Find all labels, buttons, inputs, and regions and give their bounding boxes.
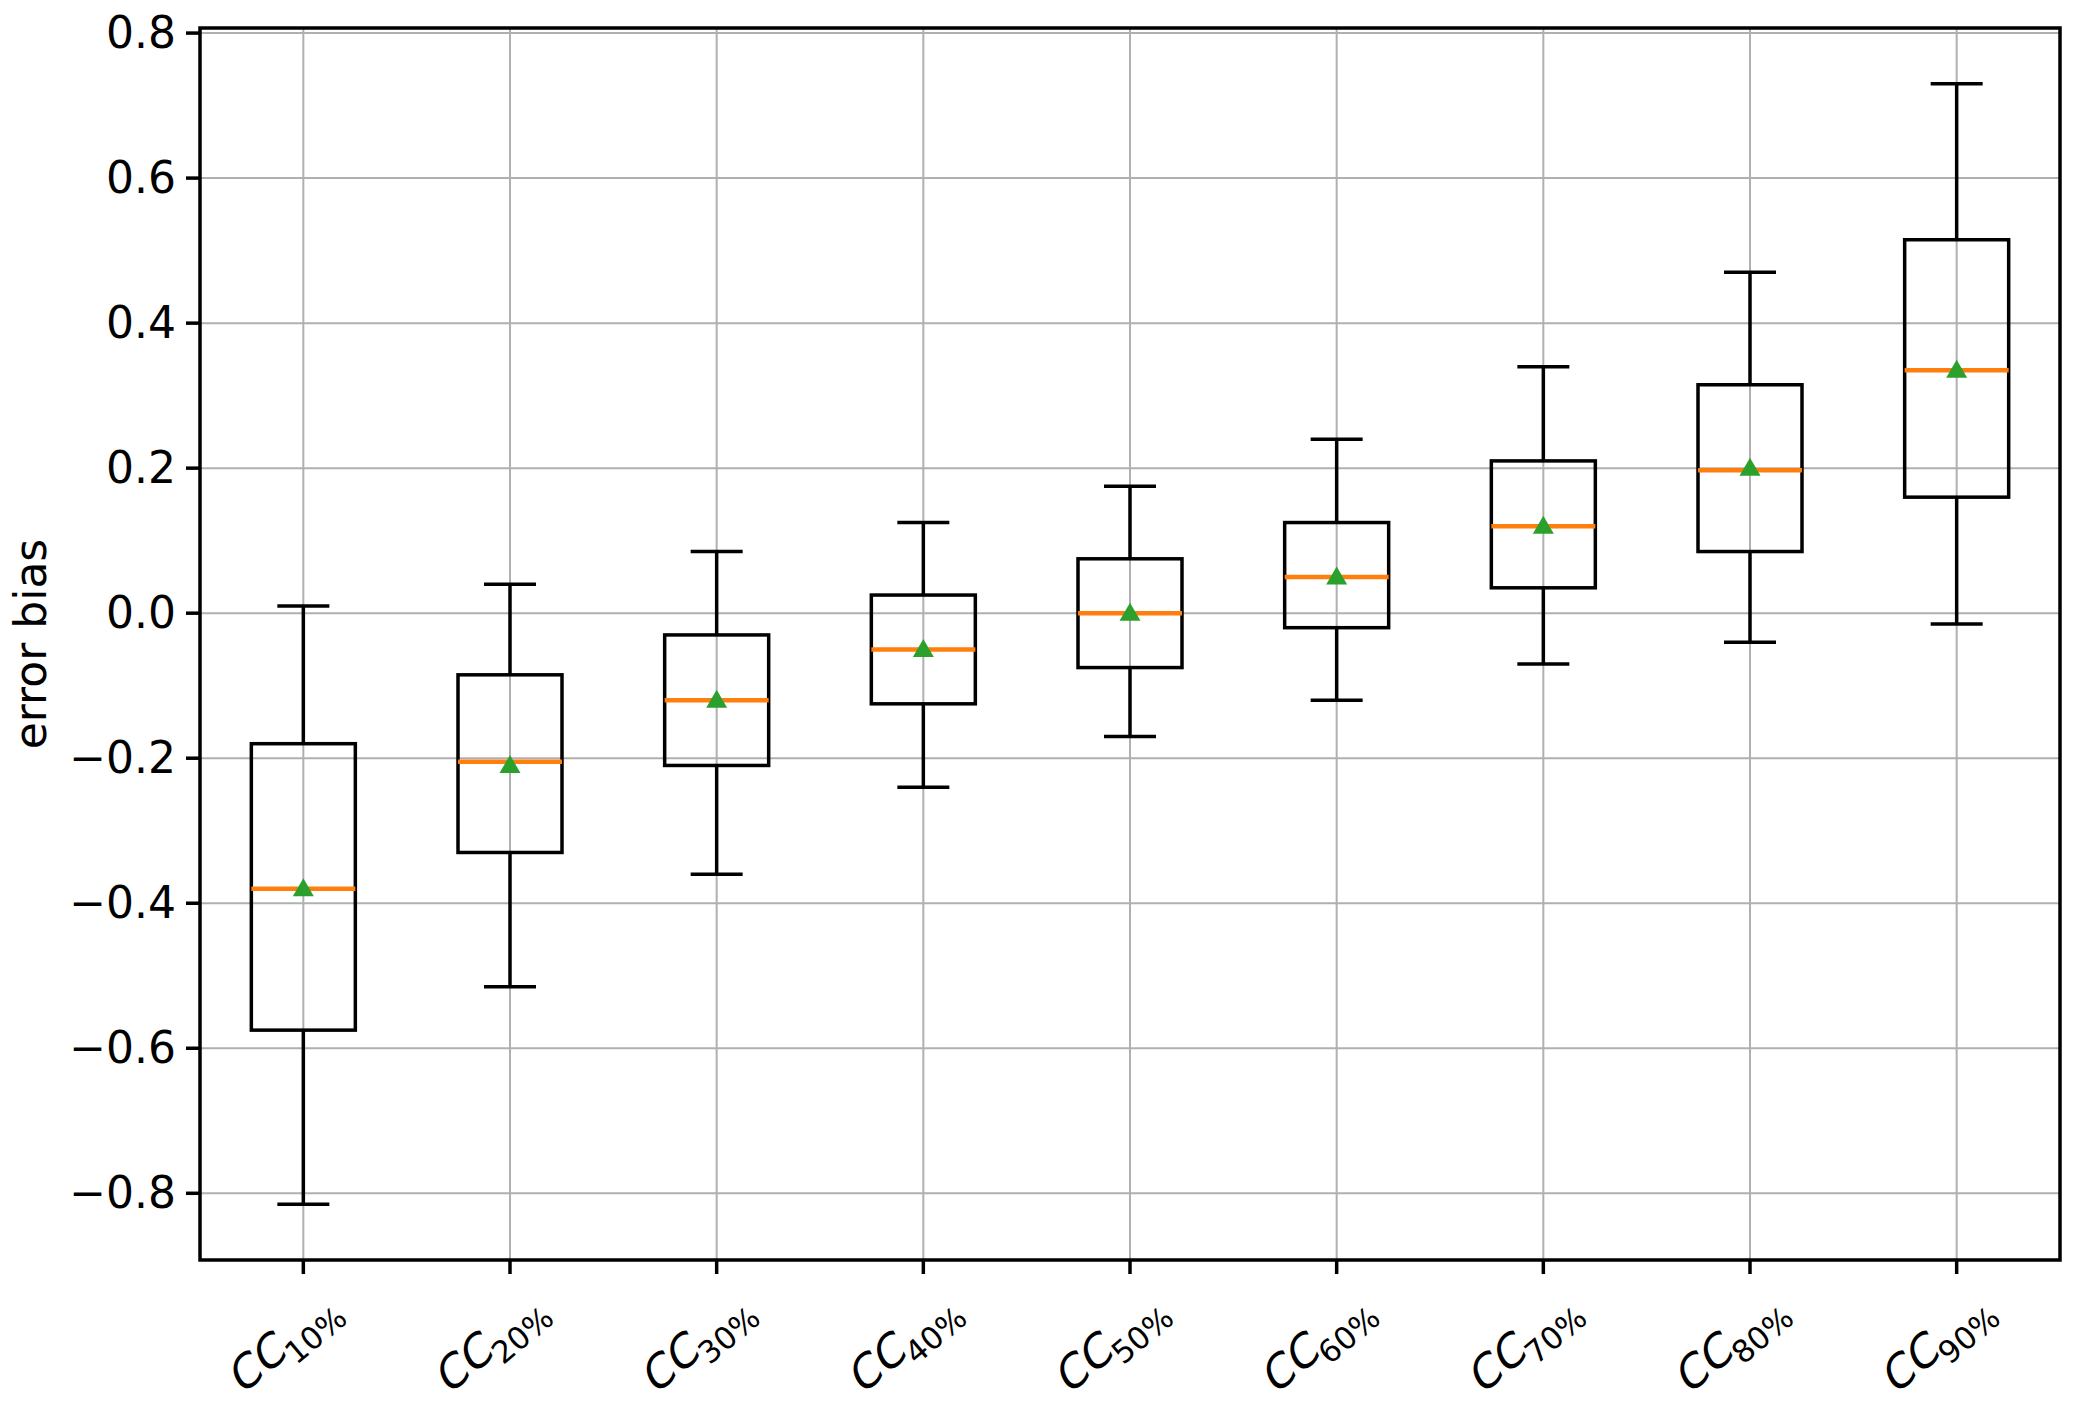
box-CC60% [1285,439,1389,700]
x-tick-label-CC80%: CC80% [1662,1281,1800,1411]
mean-marker [1740,458,1761,476]
y-tick-label: 0.0 [106,587,176,638]
x-tick-label-CC10%: CC10% [215,1281,353,1411]
x-axis-ticks: CC10% CC20% CC30% CC40% CC50% CC60% CC70% CC80%… [215,1260,2007,1410]
x-tick-label-CC90%: CC90% [1868,1281,2006,1411]
y-tick-label: −0.2 [69,732,176,783]
y-tick-label: 0.4 [106,297,176,348]
x-tick-label-CC50%: CC50% [1042,1281,1180,1411]
x-tick-label-CC20%: CC20% [422,1281,560,1411]
boxplot-figure: 0.8 0.6 0.4 0.2 0.0 −0.2 −0.4 −0.6 −0.8 CC10% CC2… [0,0,2081,1424]
y-tick-label: −0.6 [69,1022,176,1073]
box-CC40% [871,523,975,788]
boxplot-canvas: 0.8 0.6 0.4 0.2 0.0 −0.2 −0.4 −0.6 −0.8 CC10% CC2… [0,0,2081,1424]
y-tick-label: −0.4 [69,877,176,928]
grid-layer [200,28,2060,1260]
y-tick-label: −0.8 [69,1167,176,1218]
x-tick-label-CC40%: CC40% [835,1281,973,1411]
y-tick-label: 0.8 [106,7,176,58]
y-axis-ticks: 0.8 0.6 0.4 0.2 0.0 −0.2 −0.4 −0.6 −0.8 [69,7,200,1218]
y-axis-title: error bias [5,539,56,750]
y-tick-label: 0.6 [106,152,176,203]
box-CC50% [1078,486,1182,736]
x-tick-label-CC60%: CC60% [1248,1281,1386,1411]
x-tick-label-CC70%: CC70% [1455,1281,1593,1411]
y-tick-label: 0.2 [106,442,176,493]
x-tick-label-CC30%: CC30% [628,1281,766,1411]
